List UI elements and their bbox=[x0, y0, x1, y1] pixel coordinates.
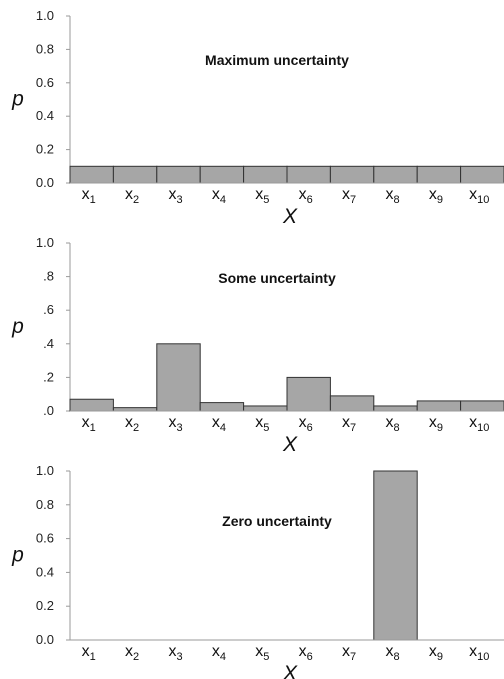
x-tick-label: x9 bbox=[429, 186, 443, 206]
y-tick-label: .8 bbox=[43, 269, 54, 284]
bar-x2 bbox=[112, 165, 158, 184]
bar-x10 bbox=[460, 400, 504, 412]
y-axis-label: p bbox=[11, 315, 24, 338]
x-tick-label: x1 bbox=[82, 186, 96, 206]
x-tick-label: x3 bbox=[168, 186, 182, 206]
x-tick-label: x9 bbox=[429, 643, 443, 663]
bar-x8 bbox=[373, 405, 418, 412]
y-tick-label: 0.0 bbox=[36, 175, 54, 190]
bar-x4 bbox=[199, 165, 245, 184]
y-tick-label: .4 bbox=[43, 336, 54, 351]
bar-x5 bbox=[243, 405, 288, 412]
y-tick-label: .2 bbox=[43, 369, 54, 384]
bar-x3 bbox=[156, 343, 201, 412]
bar-x2 bbox=[112, 407, 158, 412]
x-tick-label: x3 bbox=[168, 643, 182, 663]
x-tick-label: x1 bbox=[82, 643, 96, 663]
y-tick-label: .0 bbox=[43, 403, 54, 418]
bar-x8 bbox=[373, 470, 418, 641]
bar-x1 bbox=[69, 398, 114, 412]
bar-x1 bbox=[69, 165, 114, 184]
bar-x8 bbox=[373, 165, 418, 184]
y-tick-label: 1.0 bbox=[36, 463, 54, 478]
x-tick-label: x7 bbox=[342, 414, 356, 434]
y-tick-label: 1.0 bbox=[36, 235, 54, 250]
y-tick-label: 1.0 bbox=[36, 8, 54, 23]
bar-x6 bbox=[286, 165, 331, 184]
y-tick-label: 0.2 bbox=[36, 598, 54, 613]
x-tick-label: x6 bbox=[299, 186, 313, 206]
x-tick-label: x9 bbox=[429, 414, 443, 434]
x-tick-label: x4 bbox=[212, 186, 226, 206]
y-axis-label: p bbox=[11, 544, 24, 567]
x-tick-label: x5 bbox=[255, 414, 269, 434]
x-tick-label: x8 bbox=[385, 643, 399, 663]
bar-x7 bbox=[329, 165, 375, 184]
bar-x5 bbox=[243, 165, 288, 184]
x-tick-label: x8 bbox=[385, 186, 399, 206]
bar-x10 bbox=[460, 165, 504, 184]
y-tick-label: 0.6 bbox=[36, 531, 54, 546]
x-axis-label: X bbox=[282, 205, 298, 228]
bar-x9 bbox=[416, 165, 462, 184]
x-tick-label: x7 bbox=[342, 643, 356, 663]
x-tick-label: x10 bbox=[469, 414, 489, 434]
bar-x3 bbox=[156, 165, 201, 184]
x-tick-label: x2 bbox=[125, 643, 139, 663]
y-tick-label: .6 bbox=[43, 302, 54, 317]
bar-x6 bbox=[286, 376, 331, 412]
chart-panel-1: 0.0 0.2 0.4 0.6 0.8 1.0 x1 x2 x3 x4 x5 x6 x7 x8 x9 x10 M… bbox=[11, 8, 504, 228]
x-axis-label: X bbox=[282, 433, 298, 456]
x-tick-label: x6 bbox=[299, 643, 313, 663]
x-tick-label: x10 bbox=[469, 186, 489, 206]
y-tick-label: 0.8 bbox=[36, 497, 54, 512]
x-tick-label: x2 bbox=[125, 414, 139, 434]
chart-title: Maximum uncertainty bbox=[205, 52, 349, 68]
x-tick-label: x5 bbox=[255, 643, 269, 663]
chart-panel-2: .0 .2 .4 .6 .8 1.0 x1 x2 x3 x4 x5 x6 x7 x8 x9 x10 Some u… bbox=[11, 235, 504, 456]
y-tick-label: 0.4 bbox=[36, 564, 54, 579]
y-axis-label: p bbox=[11, 88, 24, 111]
y-tick-label: 0.6 bbox=[36, 75, 54, 90]
chart-title: Zero uncertainty bbox=[222, 513, 332, 529]
chart-panel-3: 0.0 0.2 0.4 0.6 0.8 1.0 x1 x2 x3 x4 x5 x6 x7 x8 x9 x10 Z… bbox=[11, 463, 504, 679]
y-tick-label: 0.8 bbox=[36, 41, 54, 56]
x-tick-label: x5 bbox=[255, 186, 269, 206]
x-tick-label: x7 bbox=[342, 186, 356, 206]
y-tick-label: 0.4 bbox=[36, 108, 54, 123]
x-tick-label: x8 bbox=[385, 414, 399, 434]
x-tick-label: x1 bbox=[82, 414, 96, 434]
y-tick-label: 0.2 bbox=[36, 142, 54, 157]
x-tick-label: x3 bbox=[168, 414, 182, 434]
bar-x4 bbox=[199, 402, 245, 412]
x-tick-label: x6 bbox=[299, 414, 313, 434]
chart-title: Some uncertainty bbox=[218, 270, 336, 286]
x-axis-label: X bbox=[282, 662, 298, 679]
x-tick-label: x4 bbox=[212, 643, 226, 663]
bar-x9 bbox=[416, 400, 462, 412]
x-tick-label: x4 bbox=[212, 414, 226, 434]
bar-x7 bbox=[329, 395, 375, 412]
x-tick-label: x2 bbox=[125, 186, 139, 206]
y-tick-label: 0.0 bbox=[36, 632, 54, 647]
x-tick-label: x10 bbox=[469, 643, 489, 663]
